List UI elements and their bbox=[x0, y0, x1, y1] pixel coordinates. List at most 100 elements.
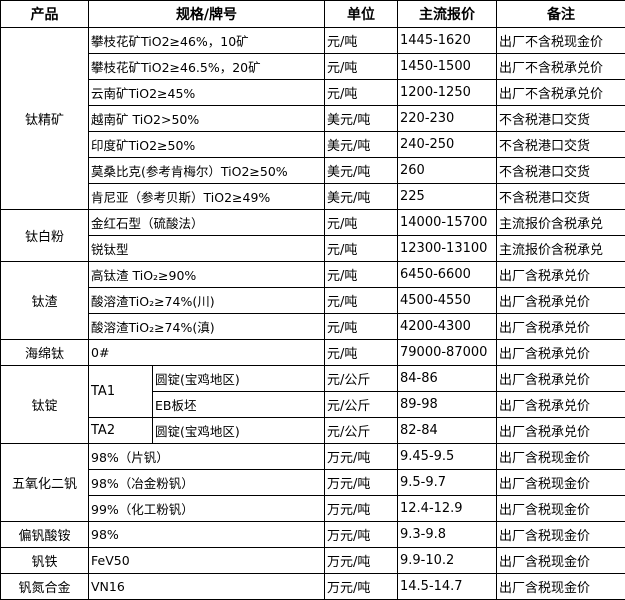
price-cell: 4200-4300 bbox=[398, 314, 497, 340]
unit-cell: 元/吨 bbox=[325, 288, 398, 314]
note-cell: 主流报价含税承兑 bbox=[497, 236, 625, 262]
unit-cell: 元/吨 bbox=[325, 54, 398, 80]
spec-cell: 攀枝花矿TiO2≥46%，10矿 bbox=[89, 28, 325, 54]
unit-cell: 元/吨 bbox=[325, 28, 398, 54]
header-spec: 规格/牌号 bbox=[89, 1, 325, 28]
note-cell: 出厂含税现金价 bbox=[497, 444, 625, 470]
spec-cell: 圆锭(宝鸡地区) bbox=[153, 418, 325, 444]
unit-cell: 元/吨 bbox=[325, 262, 398, 288]
price-cell: 79000-87000 bbox=[398, 340, 497, 366]
spec-cell: 98%（片钒） bbox=[89, 444, 325, 470]
product-cell: 钛锭 bbox=[1, 366, 89, 444]
price-cell: 225 bbox=[398, 184, 497, 210]
spec-cell: FeV50 bbox=[89, 548, 325, 574]
spec-cell: 锐钛型 bbox=[89, 236, 325, 262]
unit-cell: 元/吨 bbox=[325, 314, 398, 340]
spec-cell: 越南矿 TiO2>50% bbox=[89, 106, 325, 132]
price-cell: 12.4-12.9 bbox=[398, 496, 497, 522]
note-cell: 出厂含税承兑价 bbox=[497, 418, 625, 444]
header-price: 主流报价 bbox=[398, 1, 497, 28]
spec-cell: 肯尼亚（参考贝斯）TiO2≥49% bbox=[89, 184, 325, 210]
spec-cell: 高钛渣 TiO₂≥90% bbox=[89, 262, 325, 288]
note-cell: 出厂含税承兑价 bbox=[497, 314, 625, 340]
product-cell: 五氧化二钒 bbox=[1, 444, 89, 522]
header-row: 产品 规格/牌号 单位 主流报价 备注 bbox=[1, 1, 625, 28]
note-cell: 不含税港口交货 bbox=[497, 184, 625, 210]
price-cell: 12300-13100 bbox=[398, 236, 497, 262]
unit-cell: 元/吨 bbox=[325, 210, 398, 236]
unit-cell: 美元/吨 bbox=[325, 106, 398, 132]
spec-cell: 印度矿TiO2≥50% bbox=[89, 132, 325, 158]
spec-cell: 金红石型（硫酸法） bbox=[89, 210, 325, 236]
price-cell: 9.5-9.7 bbox=[398, 470, 497, 496]
price-cell: 14000-15700 bbox=[398, 210, 497, 236]
price-cell: 84-86 bbox=[398, 366, 497, 392]
spec-cell: 酸溶渣TiO₂≥74%(川) bbox=[89, 288, 325, 314]
unit-cell: 美元/吨 bbox=[325, 158, 398, 184]
unit-cell: 元/吨 bbox=[325, 236, 398, 262]
unit-cell: 美元/吨 bbox=[325, 184, 398, 210]
price-cell: 9.9-10.2 bbox=[398, 548, 497, 574]
unit-cell: 万元/吨 bbox=[325, 470, 398, 496]
product-cell: 钛精矿 bbox=[1, 28, 89, 210]
note-cell: 出厂含税现金价 bbox=[497, 470, 625, 496]
price-cell: 14.5-14.7 bbox=[398, 574, 497, 600]
spec-cell: 莫桑比克(参考肯梅尔）TiO2≥50% bbox=[89, 158, 325, 184]
unit-cell: 万元/吨 bbox=[325, 444, 398, 470]
note-cell: 出厂含税现金价 bbox=[497, 574, 625, 600]
price-cell: 240-250 bbox=[398, 132, 497, 158]
product-cell: 钒铁 bbox=[1, 548, 89, 574]
note-cell: 出厂含税承兑价 bbox=[497, 340, 625, 366]
unit-cell: 万元/吨 bbox=[325, 496, 398, 522]
unit-cell: 万元/吨 bbox=[325, 548, 398, 574]
product-cell: 海绵钛 bbox=[1, 340, 89, 366]
product-cell: 钛渣 bbox=[1, 262, 89, 340]
spec-cell: 98% bbox=[89, 522, 325, 548]
spec-cell: 攀枝花矿TiO2≥46.5%，20矿 bbox=[89, 54, 325, 80]
price-cell: 82-84 bbox=[398, 418, 497, 444]
note-cell: 出厂不含税承兑价 bbox=[497, 80, 625, 106]
unit-cell: 美元/吨 bbox=[325, 132, 398, 158]
note-cell: 主流报价含税承兑 bbox=[497, 210, 625, 236]
price-cell: 9.3-9.8 bbox=[398, 522, 497, 548]
note-cell: 出厂含税承兑价 bbox=[497, 392, 625, 418]
price-cell: 6450-6600 bbox=[398, 262, 497, 288]
note-cell: 不含税港口交货 bbox=[497, 106, 625, 132]
product-cell: 钒氮合金 bbox=[1, 574, 89, 600]
spec-cell: 98%（冶金粉钒） bbox=[89, 470, 325, 496]
spec-cell: EB板坯 bbox=[153, 392, 325, 418]
note-cell: 出厂含税现金价 bbox=[497, 548, 625, 574]
spec-cell: VN16 bbox=[89, 574, 325, 600]
note-cell: 出厂不含税现金价 bbox=[497, 28, 625, 54]
spec-cell: 酸溶渣TiO₂≥74%(滇) bbox=[89, 314, 325, 340]
unit-cell: 元/公斤 bbox=[325, 392, 398, 418]
grade-cell: TA2 bbox=[89, 418, 153, 444]
price-cell: 9.45-9.5 bbox=[398, 444, 497, 470]
note-cell: 出厂含税现金价 bbox=[497, 522, 625, 548]
note-cell: 不含税港口交货 bbox=[497, 132, 625, 158]
spec-cell: 99%（化工粉钒） bbox=[89, 496, 325, 522]
unit-cell: 万元/吨 bbox=[325, 574, 398, 600]
price-cell: 1200-1250 bbox=[398, 80, 497, 106]
spec-cell: 云南矿TiO2≥45% bbox=[89, 80, 325, 106]
spec-cell: 0# bbox=[89, 340, 325, 366]
unit-cell: 元/吨 bbox=[325, 80, 398, 106]
